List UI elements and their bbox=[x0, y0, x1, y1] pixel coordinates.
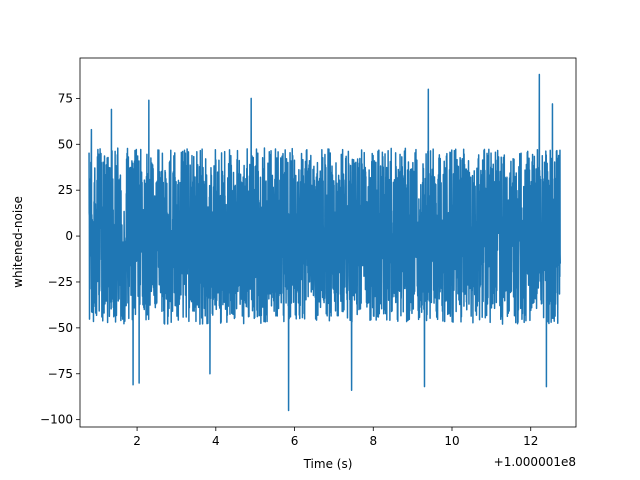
x-axis-offset: +1.000001e8 bbox=[494, 455, 576, 469]
whitened-noise-line bbox=[88, 73, 561, 412]
x-tick-label: 2 bbox=[133, 434, 141, 448]
y-tick-label: −100 bbox=[40, 413, 73, 427]
x-axis-label: Time (s) bbox=[303, 457, 353, 471]
plot-frame bbox=[79, 57, 577, 428]
x-tick-label: 8 bbox=[369, 434, 377, 448]
y-tick-label: 75 bbox=[58, 91, 73, 105]
y-axis-label: whitened-noise bbox=[11, 196, 25, 288]
x-tick-label: 6 bbox=[291, 434, 299, 448]
x-tick-label: 10 bbox=[444, 434, 459, 448]
y-tick-label: −75 bbox=[48, 367, 73, 381]
y-tick-label: −25 bbox=[48, 275, 73, 289]
x-tick-label: 12 bbox=[523, 434, 538, 448]
x-axis: 2 4 6 8 10 12 bbox=[133, 427, 538, 448]
x-tick-label: 4 bbox=[212, 434, 220, 448]
y-tick-label: 25 bbox=[58, 183, 73, 197]
series-layer bbox=[88, 73, 561, 412]
y-tick-label: 50 bbox=[58, 137, 73, 151]
y-tick-label: −50 bbox=[48, 321, 73, 335]
y-axis: −100 −75 −50 −25 0 25 50 75 bbox=[40, 91, 80, 427]
y-tick-label: 0 bbox=[65, 229, 73, 243]
